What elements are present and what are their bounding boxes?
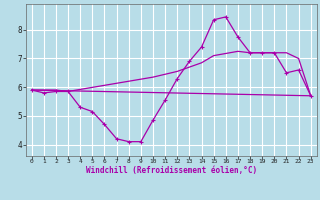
X-axis label: Windchill (Refroidissement éolien,°C): Windchill (Refroidissement éolien,°C) [86,166,257,175]
